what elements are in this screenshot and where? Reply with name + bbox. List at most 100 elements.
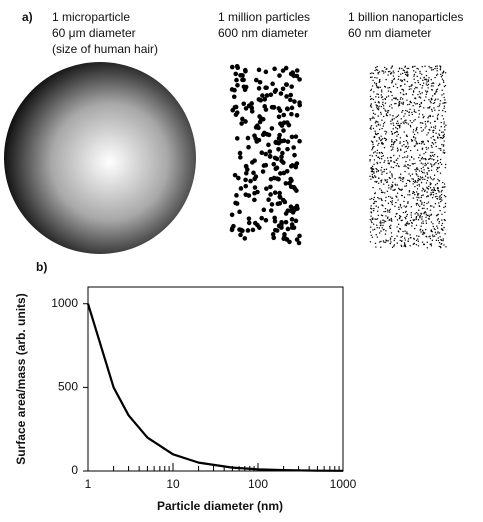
nanoparticle [375, 181, 378, 183]
nanoparticle [395, 139, 398, 141]
nanoparticle [404, 216, 406, 219]
nanoparticle [421, 194, 423, 197]
nanoparticle [377, 73, 379, 75]
nanoparticle [435, 161, 437, 164]
nanoparticle [369, 119, 372, 121]
nanoparticle [391, 185, 393, 188]
nanoparticle [419, 83, 421, 86]
nanoparticle [426, 173, 429, 175]
nanoparticle [380, 135, 382, 137]
nanoparticle [423, 115, 425, 118]
nanoparticle [393, 118, 395, 120]
particle [273, 87, 279, 93]
nanoparticle [406, 67, 408, 70]
nanoparticle [413, 120, 415, 122]
particle [268, 176, 274, 182]
nanoparticle [429, 157, 431, 160]
nanoparticle [420, 167, 423, 170]
nanoparticle [400, 73, 402, 75]
particle [246, 103, 252, 109]
particle [276, 106, 282, 111]
nanoparticle [386, 115, 389, 117]
nanoparticle [377, 156, 379, 158]
nanoparticle [421, 140, 424, 143]
nanoparticle [432, 85, 434, 87]
nanoparticle [404, 146, 407, 148]
nanoparticle [398, 208, 400, 211]
nanoparticle [420, 225, 422, 227]
particle [288, 184, 294, 190]
nanoparticle [420, 196, 422, 199]
particle [243, 119, 248, 124]
nanoparticle [425, 70, 428, 72]
nanoparticle [380, 142, 383, 145]
nanoparticle [381, 227, 383, 229]
nanoparticle [376, 218, 379, 220]
nanoparticle [389, 211, 391, 213]
nanoparticle [408, 179, 410, 182]
nanoparticle [375, 120, 377, 122]
nanoparticle [398, 206, 400, 209]
nanoparticle [420, 231, 422, 233]
nanoparticle [390, 200, 392, 203]
nanoparticle [421, 176, 424, 179]
nanoparticle [434, 184, 437, 186]
nanoparticle [417, 240, 420, 242]
nanoparticle [412, 136, 415, 138]
nanoparticle [416, 188, 419, 190]
nanoparticle [417, 93, 419, 96]
nanoparticle [432, 225, 435, 228]
nanoparticle [421, 73, 423, 75]
nanoparticle [434, 125, 437, 127]
nanoparticle [411, 173, 414, 175]
nanoparticle [404, 65, 407, 67]
nanoparticle [410, 216, 413, 218]
nanoparticle [373, 159, 376, 161]
nanoparticle [442, 131, 444, 133]
nanoparticle [388, 225, 391, 228]
nanoparticle [378, 107, 380, 109]
nanoparticle [378, 138, 381, 140]
nanoparticle [440, 243, 442, 245]
nanoparticle [379, 80, 381, 83]
nanoparticle [421, 84, 424, 87]
nanoparticle [387, 110, 389, 112]
nanoparticle [426, 247, 429, 249]
particle [237, 150, 243, 156]
nanoparticle [396, 120, 399, 122]
nanoparticle [427, 120, 429, 123]
nanoparticle [374, 151, 376, 153]
nanoparticle [391, 99, 393, 101]
nanoparticle [433, 102, 436, 104]
nanoparticle [440, 238, 442, 241]
nanoparticle [395, 195, 397, 197]
particle [259, 215, 265, 221]
particle [263, 69, 269, 75]
nanoparticle [429, 194, 432, 196]
nanoparticle [402, 103, 404, 106]
nanoparticle [429, 115, 432, 118]
nanoparticle [390, 144, 393, 146]
nanoparticle [401, 111, 403, 113]
nanoparticle [415, 191, 418, 193]
nanoparticle [390, 188, 392, 190]
nanoparticle [420, 162, 423, 164]
nanoparticle [378, 71, 381, 73]
nanoparticle [444, 219, 446, 222]
nanoparticle [412, 163, 415, 165]
nanoparticle [392, 122, 394, 124]
nanoparticle [375, 200, 377, 203]
particle [276, 146, 281, 152]
nanoparticle [399, 98, 402, 100]
nanoparticle [436, 169, 438, 171]
nanoparticle [397, 114, 400, 116]
nanoparticle [383, 170, 385, 173]
nanoparticle [369, 117, 371, 120]
particle [281, 128, 286, 133]
nanoparticle [415, 202, 418, 205]
nanoparticle [411, 222, 413, 224]
nanoparticle [407, 103, 409, 106]
particle [235, 82, 240, 88]
nanoparticle [436, 156, 439, 158]
particle [231, 94, 237, 100]
